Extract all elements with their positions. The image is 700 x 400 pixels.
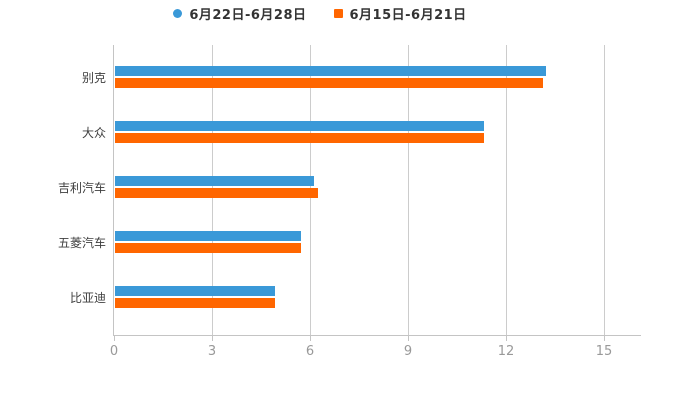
category-label-2: 大众 [81, 126, 106, 140]
x-axis-line [113, 335, 641, 336]
bar-series1-cat4[interactable] [115, 231, 302, 241]
gridline-9 [407, 45, 409, 335]
legend-label-week-previous: 6月15日-6月21日 [349, 7, 467, 23]
category-label-5: 比亚迪 [69, 291, 106, 305]
x-tick-label-15: 15 [595, 344, 613, 359]
plot-area: 0 3 6 9 12 15 别克大众吉利汽车五菱汽车比亚迪 [58, 45, 641, 359]
gridline-15 [603, 45, 605, 335]
category-label-3: 吉利汽车 [57, 181, 106, 195]
bar-series2-cat3[interactable] [115, 188, 318, 198]
x-tick-label-0: 0 [109, 344, 119, 359]
x-axis-tick-15 [603, 336, 605, 341]
bar-series1-cat3[interactable] [115, 176, 315, 186]
bar-series2-cat5[interactable] [115, 298, 276, 308]
legend-label-week-current: 6月22日-6月28日 [189, 7, 307, 23]
y-axis-line [113, 45, 114, 335]
category-label-1: 别克 [81, 71, 106, 85]
category-label-4: 五菱汽车 [57, 236, 106, 250]
x-tick-label-12: 12 [497, 344, 515, 359]
gridline-12 [505, 45, 507, 335]
bar-series2-cat4[interactable] [115, 243, 302, 253]
x-axis-tick-0 [113, 336, 115, 341]
bar-series1-cat1[interactable] [115, 66, 547, 76]
legend-square-icon [333, 8, 343, 18]
x-axis-tick-3 [211, 336, 213, 341]
x-tick-label-6: 6 [305, 344, 315, 359]
bar-series2-cat2[interactable] [115, 133, 485, 143]
legend: 6月22日-6月28日 6月15日-6月21日 [0, 2, 640, 24]
legend-circle-icon [173, 8, 183, 18]
legend-item-week-previous[interactable]: 6月15日-6月21日 [333, 4, 467, 23]
bar-series1-cat5[interactable] [115, 286, 276, 296]
x-tick-label-9: 9 [403, 344, 413, 359]
x-axis-tick-12 [505, 336, 507, 341]
bar-series1-cat2[interactable] [115, 121, 485, 131]
legend-item-week-current[interactable]: 6月22日-6月28日 [173, 4, 306, 23]
x-tick-label-3: 3 [207, 344, 217, 359]
bar-series2-cat1[interactable] [115, 78, 543, 88]
x-axis-tick-6 [309, 336, 311, 341]
x-axis-tick-9 [407, 336, 409, 341]
